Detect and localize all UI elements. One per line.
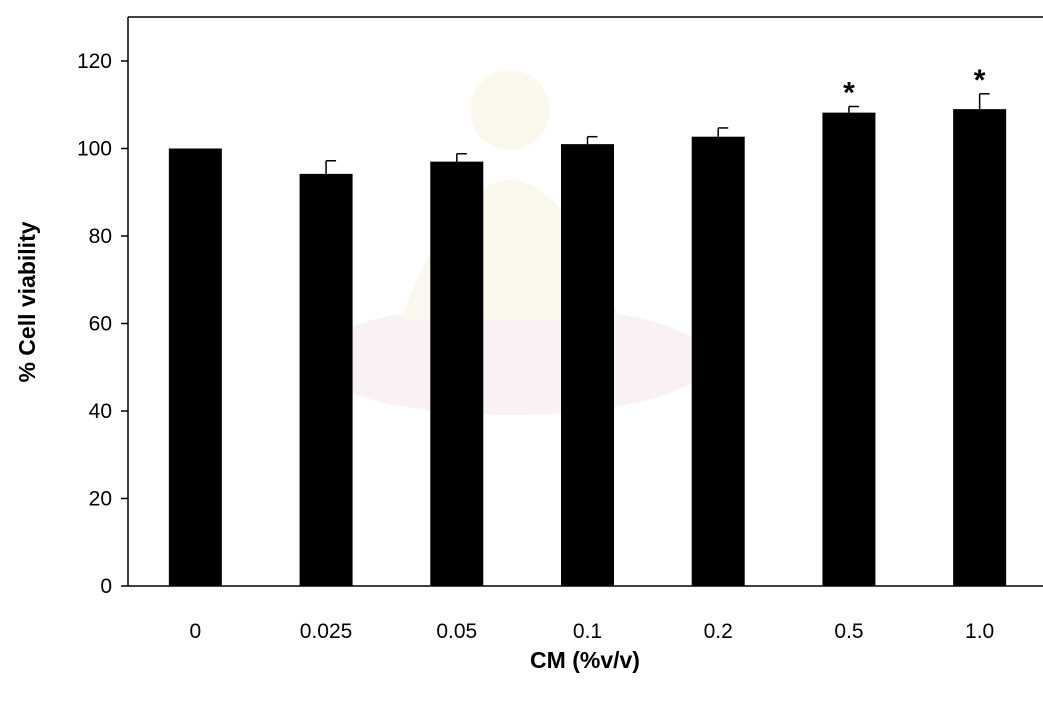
y-tick-label: 100 (77, 138, 112, 161)
y-tick-label: 40 (89, 400, 112, 423)
x-axis-title: CM (%v/v) (530, 647, 640, 673)
bar (299, 173, 353, 586)
error-bars (325, 93, 990, 174)
x-tick-labels: 0 0.025 0.05 0.1 0.2 0.5 1.0 (190, 620, 995, 643)
bar (168, 148, 222, 586)
significance-star: * (843, 77, 855, 110)
y-tick-label: 0 (100, 575, 112, 598)
bars (168, 109, 1007, 586)
y-tick-label: 120 (77, 50, 112, 73)
y-ticks: 0 20 40 60 80 100 120 (77, 50, 128, 598)
x-tick-label: 0 (190, 620, 202, 643)
bar (953, 109, 1007, 586)
bar (430, 161, 484, 586)
x-tick-label: 1.0 (965, 620, 994, 643)
y-axis-title: % Cell viability (14, 221, 40, 382)
bar (822, 112, 876, 586)
x-tick-label: 0.05 (436, 620, 477, 643)
significance-star: * (974, 64, 986, 97)
y-tick-label: 20 (89, 488, 112, 511)
x-tick-label: 0.2 (704, 620, 733, 643)
x-tick-label: 0.1 (573, 620, 602, 643)
bar (691, 136, 745, 586)
y-tick-label: 80 (89, 225, 112, 248)
watermark-emblem (310, 70, 710, 415)
x-tick-label: 0.5 (834, 620, 863, 643)
x-tick-label: 0.025 (300, 620, 353, 643)
plot-area: 0 20 40 60 80 100 120 0 0.025 0.05 0.1 0.2 0.5 1.0 *… (77, 16, 1043, 643)
bar (561, 144, 614, 586)
significance-markers: * * (843, 64, 986, 110)
y-tick-label: 60 (89, 313, 112, 336)
